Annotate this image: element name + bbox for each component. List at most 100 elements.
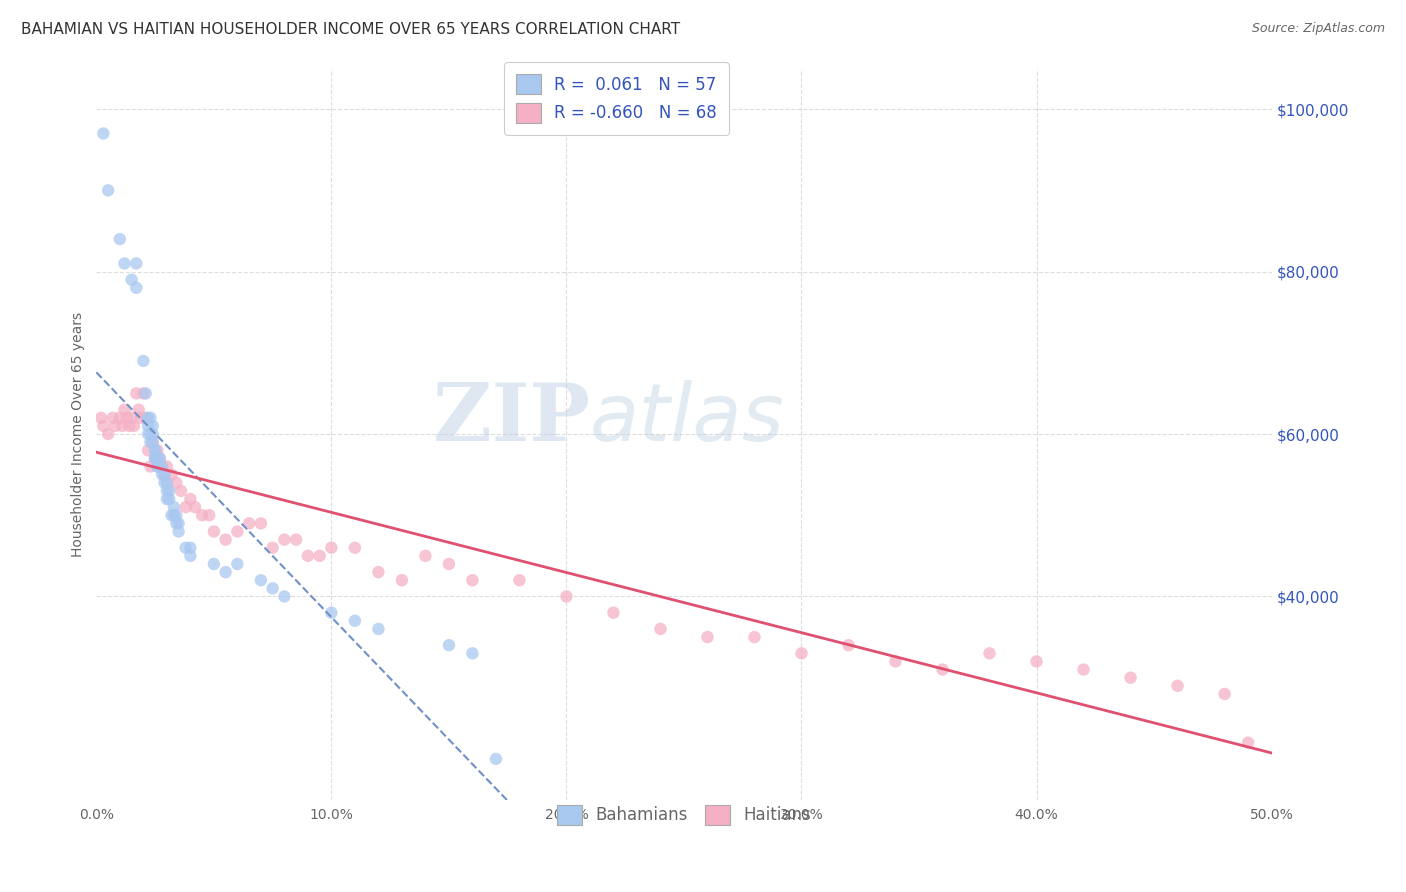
Point bbox=[415, 549, 437, 563]
Point bbox=[146, 459, 169, 474]
Point bbox=[132, 354, 155, 368]
Point bbox=[343, 614, 366, 628]
Point bbox=[132, 386, 155, 401]
Point bbox=[139, 427, 162, 442]
Point bbox=[461, 573, 484, 587]
Point bbox=[128, 402, 150, 417]
Point bbox=[931, 663, 953, 677]
Point bbox=[156, 483, 179, 498]
Point bbox=[202, 524, 225, 539]
Point bbox=[179, 549, 201, 563]
Point bbox=[321, 606, 343, 620]
Text: BAHAMIAN VS HAITIAN HOUSEHOLDER INCOME OVER 65 YEARS CORRELATION CHART: BAHAMIAN VS HAITIAN HOUSEHOLDER INCOME O… bbox=[21, 22, 681, 37]
Point bbox=[108, 410, 131, 425]
Point bbox=[125, 256, 148, 270]
Point bbox=[179, 541, 201, 555]
Point bbox=[165, 516, 187, 531]
Point bbox=[214, 565, 236, 579]
Point bbox=[114, 256, 136, 270]
Point bbox=[163, 500, 186, 515]
Point bbox=[174, 541, 197, 555]
Point bbox=[250, 516, 273, 531]
Point bbox=[101, 410, 124, 425]
Point bbox=[97, 183, 120, 197]
Point bbox=[121, 273, 143, 287]
Point bbox=[143, 451, 166, 466]
Point bbox=[115, 410, 138, 425]
Point bbox=[150, 459, 173, 474]
Point bbox=[146, 459, 169, 474]
Point bbox=[125, 386, 148, 401]
Point bbox=[150, 467, 173, 482]
Point bbox=[343, 541, 366, 555]
Point bbox=[1213, 687, 1236, 701]
Point bbox=[93, 418, 115, 433]
Point bbox=[160, 467, 183, 482]
Point bbox=[285, 533, 308, 547]
Point bbox=[143, 451, 166, 466]
Point bbox=[165, 508, 187, 523]
Point bbox=[696, 630, 718, 644]
Point bbox=[160, 508, 183, 523]
Text: ZIP: ZIP bbox=[433, 380, 591, 458]
Point bbox=[122, 418, 145, 433]
Point bbox=[108, 232, 131, 246]
Point bbox=[163, 508, 186, 523]
Point bbox=[165, 475, 187, 490]
Point bbox=[139, 435, 162, 450]
Point bbox=[198, 508, 221, 523]
Point bbox=[297, 549, 319, 563]
Point bbox=[461, 646, 484, 660]
Point bbox=[167, 516, 190, 531]
Point bbox=[111, 418, 134, 433]
Point bbox=[104, 418, 127, 433]
Point bbox=[602, 606, 624, 620]
Point bbox=[114, 402, 136, 417]
Point bbox=[790, 646, 813, 660]
Point bbox=[508, 573, 530, 587]
Point bbox=[156, 491, 179, 506]
Point bbox=[125, 281, 148, 295]
Point bbox=[93, 127, 115, 141]
Point bbox=[226, 557, 249, 571]
Point bbox=[157, 483, 180, 498]
Point bbox=[650, 622, 672, 636]
Point bbox=[142, 418, 165, 433]
Point bbox=[191, 508, 214, 523]
Point bbox=[139, 459, 162, 474]
Point bbox=[262, 541, 284, 555]
Point bbox=[1167, 679, 1189, 693]
Legend: Bahamians, Haitians: Bahamians, Haitians bbox=[547, 795, 821, 835]
Point bbox=[170, 483, 193, 498]
Point bbox=[136, 418, 159, 433]
Point bbox=[153, 467, 176, 482]
Point bbox=[321, 541, 343, 555]
Point bbox=[184, 500, 207, 515]
Point bbox=[367, 565, 389, 579]
Point bbox=[142, 427, 165, 442]
Point bbox=[136, 410, 159, 425]
Point bbox=[157, 491, 180, 506]
Point bbox=[485, 752, 508, 766]
Point bbox=[97, 427, 120, 442]
Point bbox=[146, 443, 169, 458]
Point bbox=[129, 410, 152, 425]
Point bbox=[121, 410, 143, 425]
Point bbox=[250, 573, 273, 587]
Point bbox=[214, 533, 236, 547]
Point bbox=[174, 500, 197, 515]
Point bbox=[202, 557, 225, 571]
Point bbox=[273, 533, 295, 547]
Point bbox=[273, 590, 295, 604]
Point bbox=[262, 582, 284, 596]
Point bbox=[143, 451, 166, 466]
Point bbox=[744, 630, 766, 644]
Point bbox=[153, 467, 176, 482]
Point bbox=[150, 459, 173, 474]
Y-axis label: Householder Income Over 65 years: Householder Income Over 65 years bbox=[72, 311, 86, 557]
Point bbox=[437, 557, 460, 571]
Point bbox=[226, 524, 249, 539]
Point bbox=[179, 491, 201, 506]
Point bbox=[238, 516, 260, 531]
Point bbox=[437, 638, 460, 652]
